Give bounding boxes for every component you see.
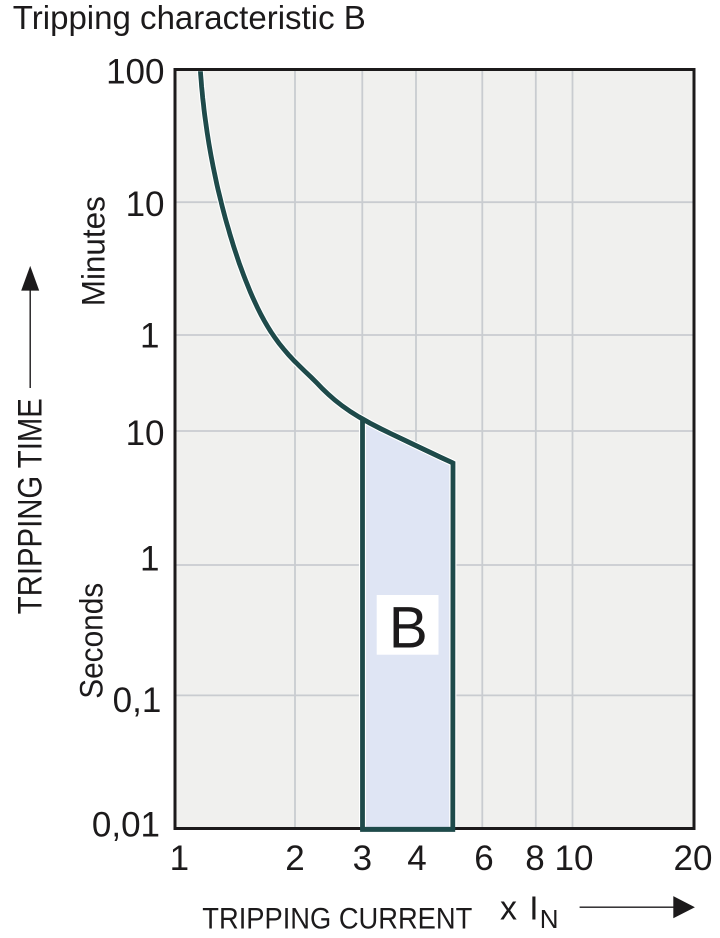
svg-text:I: I (529, 891, 538, 928)
svg-text:3: 3 (353, 839, 372, 878)
svg-text:1: 1 (170, 839, 189, 878)
svg-text:6: 6 (474, 839, 493, 878)
svg-text:4: 4 (407, 839, 426, 878)
svg-text:1: 1 (140, 317, 159, 356)
svg-text:100: 100 (106, 52, 164, 91)
svg-text:Minutes: Minutes (75, 196, 111, 306)
svg-text:8: 8 (525, 839, 544, 878)
svg-text:10: 10 (555, 839, 594, 878)
svg-text:x: x (500, 890, 517, 928)
svg-text:1: 1 (140, 540, 159, 579)
svg-text:2: 2 (285, 839, 304, 878)
svg-text:10: 10 (126, 414, 165, 453)
svg-text:Seconds: Seconds (74, 583, 110, 699)
svg-text:TRIPPING CURRENT: TRIPPING CURRENT (202, 903, 472, 936)
svg-text:B: B (389, 596, 428, 661)
svg-text:N: N (540, 904, 559, 934)
svg-text:TRIPPING TIME: TRIPPING TIME (11, 398, 49, 614)
svg-text:20: 20 (674, 839, 713, 878)
svg-text:0,1: 0,1 (113, 681, 162, 720)
svg-text:0,01: 0,01 (92, 805, 160, 844)
svg-text:Tripping characteristic B: Tripping characteristic B (13, 0, 366, 36)
svg-text:10: 10 (126, 185, 165, 224)
